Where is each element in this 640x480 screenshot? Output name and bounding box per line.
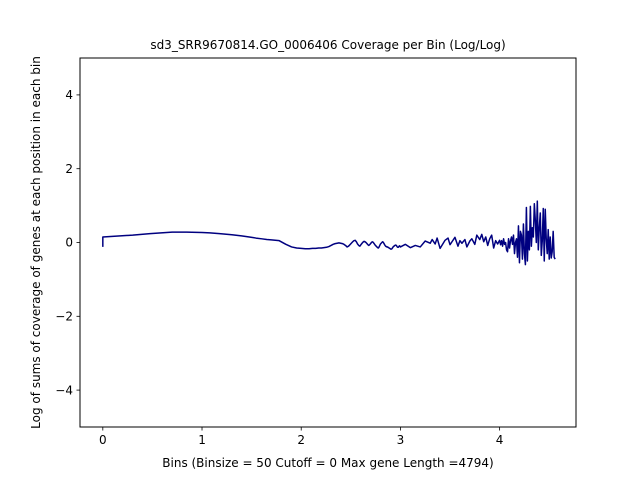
series-line-0 [102,200,556,266]
y-tick-label: 2 [65,162,73,176]
series-layer [102,200,556,266]
plot-area: 0 1 2 3 4 −4 −2 0 2 4 [55,57,577,447]
chart-title: sd3_SRR9670814.GO_0006406 Coverage per B… [150,38,505,52]
y-tick-label: −2 [55,310,73,324]
plot-frame [79,57,577,428]
x-axis: 0 1 2 3 4 [99,427,503,447]
x-tick-label: 0 [99,433,107,447]
x-tick-label: 1 [198,433,206,447]
y-axis: −4 −2 0 2 4 [55,88,80,397]
y-axis-label: Log of sums of coverage of genes at each… [29,56,43,429]
x-axis-label: Bins (Binsize = 50 Cutoff = 0 Max gene L… [162,456,493,470]
x-tick-label: 2 [297,433,305,447]
x-tick-label: 4 [496,433,504,447]
y-tick-label: −4 [55,383,73,397]
x-tick-label: 3 [397,433,405,447]
y-tick-label: 0 [65,236,73,250]
y-tick-label: 4 [65,88,73,102]
